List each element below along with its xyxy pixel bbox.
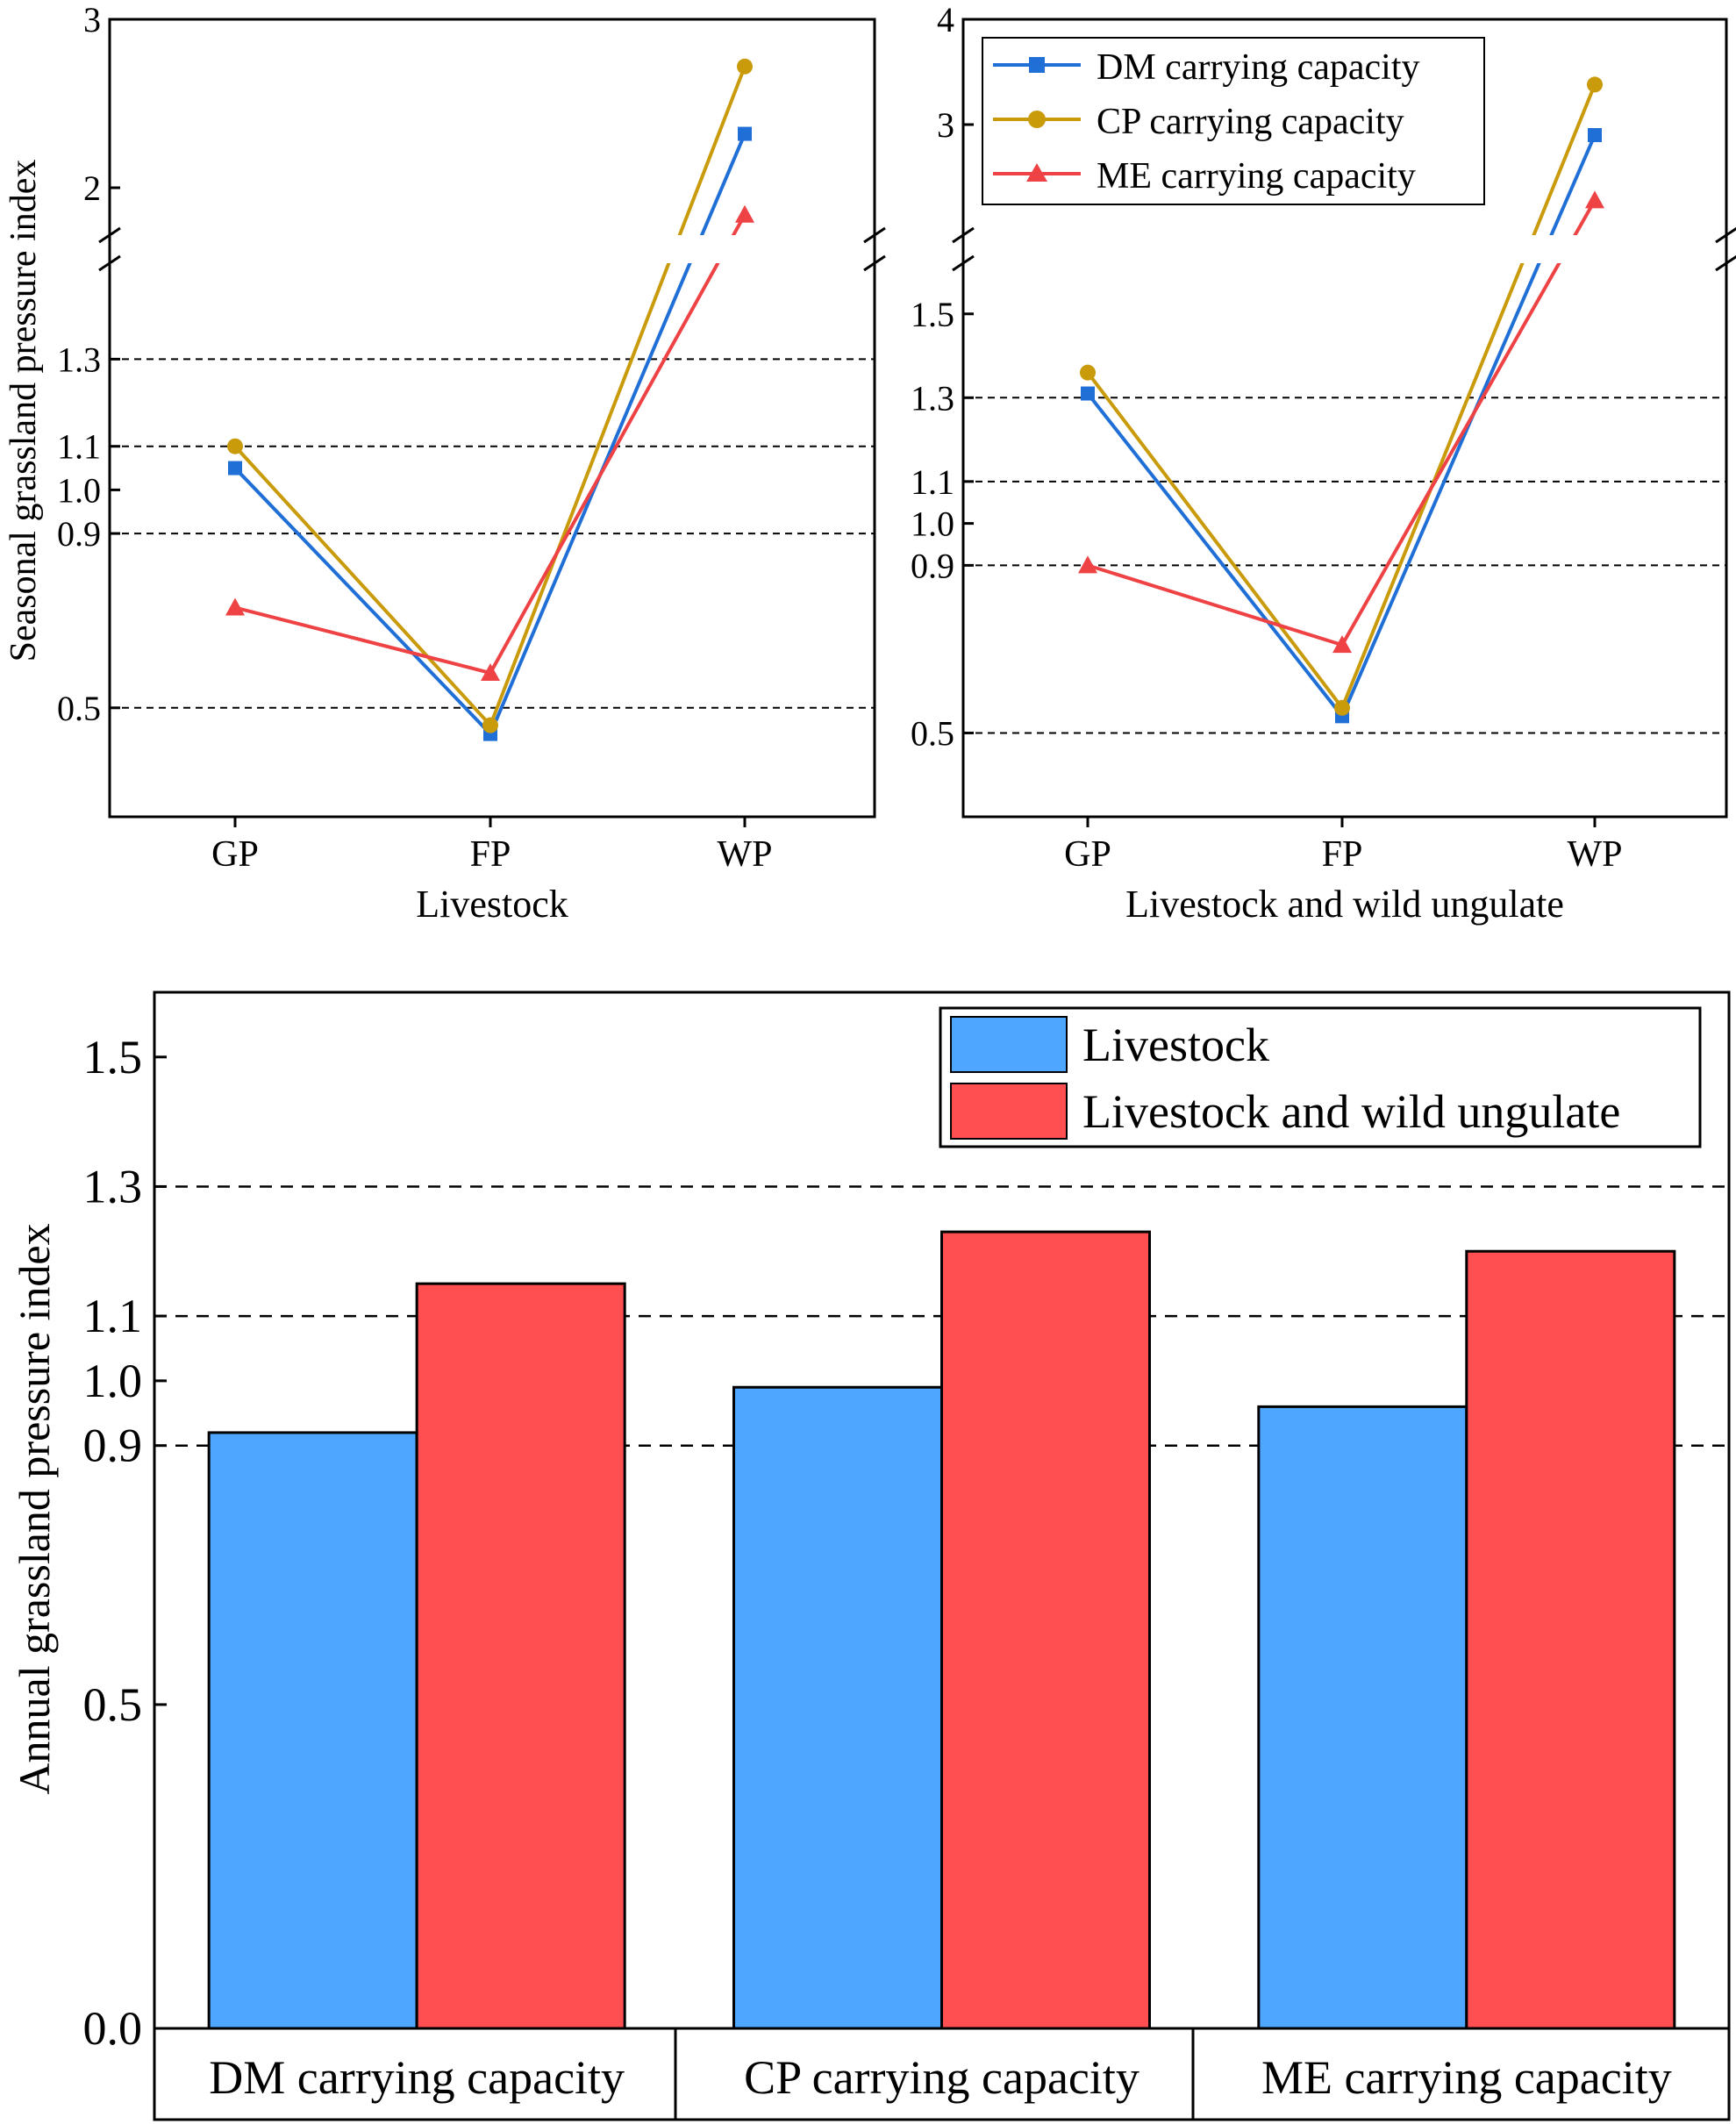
chart-c-frame (153, 990, 1731, 2121)
y-tick-label: 0.5 (57, 689, 101, 728)
series-line-dm (1086, 134, 1597, 719)
chart-b-frame (961, 18, 1728, 819)
y-tick-label: 0.5 (83, 1678, 143, 1731)
x-tick-label: FP (1322, 834, 1363, 875)
chart-c-marks: 0.0 0.5 0.9 1.0 1.1 1.3 1.5 DM carrying capacit… (83, 1031, 1729, 2104)
data-point-dm (738, 126, 752, 141)
y-tick-label: 1.5 (83, 1031, 143, 1083)
x-category-label: ME carrying capacity (1261, 2051, 1672, 2104)
y-tick-label: 1.1 (911, 462, 954, 502)
x-tick-label: WP (718, 834, 773, 875)
series-line-me (1087, 199, 1597, 647)
x-tick-label: GP (211, 834, 259, 875)
chart-b-xlabel: Livestock and wild ungulate (1125, 883, 1564, 926)
data-point-me (735, 204, 754, 223)
y-tick-label: 1.0 (83, 1355, 143, 1407)
legend-me-marker (1026, 163, 1047, 182)
data-point-cp (482, 717, 498, 733)
y-tick-label: 1.3 (57, 340, 101, 379)
chart-b-legend: DM carrying capacity CP carrying capacit… (982, 37, 1485, 205)
legend-cp-label: CP carrying capacity (1097, 102, 1404, 142)
bar-bar_wild (415, 1282, 626, 2030)
chart-a-ylabel: Seasonal grassland pressure index (4, 160, 44, 662)
legend-dm-label: DM carrying capacity (1097, 47, 1420, 88)
y-tick-label: 4 (937, 0, 954, 39)
legend-dm-marker (1029, 57, 1045, 73)
chart-seasonal-livestock-and-wild: 0.5 0.91.01.1 1.3 1.5 3 4 GP FP WP Livestock and… (911, 0, 1736, 926)
series-line-dm (233, 132, 747, 736)
x-tick-label: FP (470, 834, 511, 875)
data-point-me (225, 597, 245, 616)
y-tick-label: 0.5 (911, 713, 954, 753)
y-tick-label: 1.0 (911, 504, 954, 544)
y-tick-label: 0.9 (911, 546, 954, 585)
y-tick-label: 1.1 (57, 427, 101, 467)
x-tick-label: WP (1568, 834, 1623, 875)
data-point-me (1585, 190, 1604, 209)
x-tick-label: GP (1064, 834, 1111, 875)
y-tick-label: 3 (937, 105, 954, 145)
bar-bar_livestock (207, 1431, 418, 2030)
data-point-me (1078, 555, 1097, 574)
data-point-dm (1588, 128, 1602, 142)
legend-wild-swatch (950, 1083, 1068, 1140)
data-point-dm (228, 461, 242, 476)
y-tick-label: 2 (83, 168, 101, 208)
y-tick-label: 0.9 (57, 514, 101, 554)
data-point-me (481, 663, 500, 682)
data-point-cp (227, 438, 243, 454)
chart-a-xlabel: Livestock (416, 883, 568, 926)
data-point-dm (1081, 386, 1095, 401)
data-point-cp (737, 58, 753, 75)
bar-bar_wild (940, 1230, 1151, 2030)
y-tick-label: 1.0 (57, 470, 101, 510)
y-tick-label: 1.5 (911, 295, 954, 334)
legend-wild-label: Livestock and wild ungulate (1082, 1085, 1620, 1138)
data-point-cp (1080, 364, 1096, 381)
chart-a-marks: 0.5 0.91.01.1 1.3 2 3 GP FP WP (57, 0, 892, 875)
legend-cp-marker (1028, 111, 1046, 128)
chart-annual: 0.0 0.5 0.9 1.0 1.1 1.3 1.5 DM carrying capacit… (10, 990, 1731, 2121)
data-point-cp (1587, 76, 1603, 93)
bar-bar_wild (1465, 1249, 1676, 2030)
chart-a-frame (108, 18, 876, 819)
y-tick-label: 1.3 (83, 1160, 143, 1212)
legend-me-label: ME carrying capacity (1097, 156, 1416, 197)
bar-bar_livestock (732, 1385, 943, 2030)
y-tick-label: 1.1 (83, 1290, 143, 1342)
legend-livestock-swatch (950, 1016, 1068, 1073)
chart-c-legend: Livestock Livestock and wild ungulate (939, 1006, 1702, 1148)
legend-livestock-label: Livestock (1082, 1019, 1269, 1071)
bar-bar_livestock (1257, 1405, 1468, 2030)
chart-b-marks: 0.5 0.91.01.1 1.3 1.5 3 4 GP FP WP (911, 0, 1736, 875)
data-point-me (1332, 635, 1352, 654)
y-tick-label: 0.0 (83, 2002, 143, 2055)
data-point-cp (1334, 699, 1350, 716)
y-tick-label: 3 (83, 0, 101, 39)
x-category-label: DM carrying capacity (209, 2051, 625, 2104)
y-tick-label: 1.3 (911, 378, 954, 418)
chart-c-ylabel: Annual grassland pressure index (10, 1223, 59, 1794)
axis-break-gap (92, 235, 892, 263)
y-tick-label: 0.9 (83, 1420, 143, 1472)
x-category-label: CP carrying capacity (744, 2051, 1139, 2104)
axis-break-gap (946, 235, 1736, 263)
series-line-me (234, 213, 747, 676)
chart-seasonal-livestock: 0.5 0.91.01.1 1.3 2 3 GP FP WP Seasonal grassla… (4, 0, 892, 926)
